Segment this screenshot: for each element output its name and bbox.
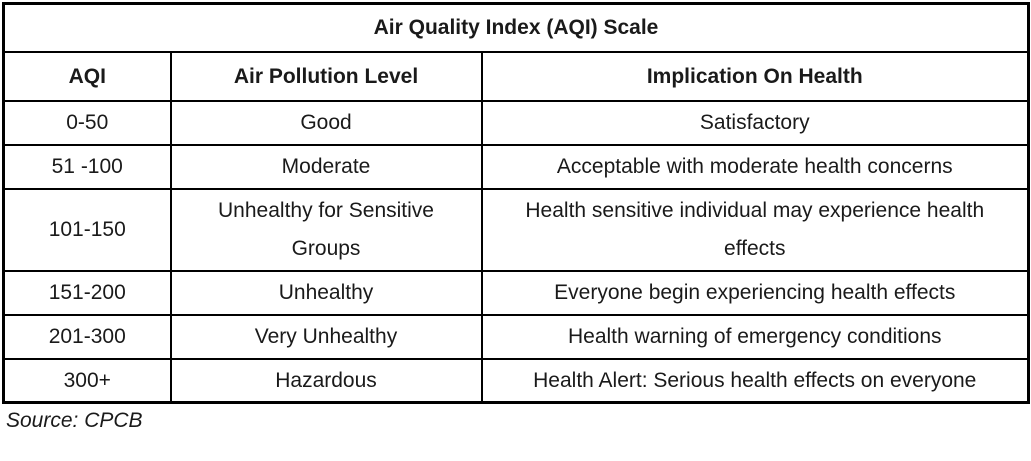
cell-pollution-level: Hazardous <box>169 357 483 404</box>
cell-pollution-level: Good <box>169 100 483 146</box>
cell-aqi-range: 201-300 <box>2 313 172 360</box>
cell-health-implication: Health Alert: Serious health effects on … <box>480 357 1030 404</box>
table-row: 151-200 Unhealthy Everyone begin experie… <box>2 269 1030 316</box>
cell-health-implication: Everyone begin experiencing health effec… <box>480 269 1030 316</box>
cell-pollution-level: Unhealthy <box>169 269 483 316</box>
cell-aqi-range: 151-200 <box>2 269 172 316</box>
table-row: 0-50 Good Satisfactory <box>2 100 1030 146</box>
cell-health-implication: Health sensitive individual may experien… <box>480 188 1030 272</box>
cell-aqi-range: 51 -100 <box>2 144 172 190</box>
table-row: 201-300 Very Unhealthy Health warning of… <box>2 313 1030 360</box>
column-header-pollution-level: Air Pollution Level <box>169 51 483 102</box>
cell-pollution-level: Unhealthy for Sensitive Groups <box>169 188 483 272</box>
cell-pollution-level: Very Unhealthy <box>169 313 483 360</box>
table-title: Air Quality Index (AQI) Scale <box>2 2 1030 53</box>
table-header-row: AQI Air Pollution Level Implication On H… <box>2 51 1030 102</box>
column-header-health-implication: Implication On Health <box>480 51 1030 102</box>
table-row: 300+ Hazardous Health Alert: Serious hea… <box>2 357 1030 404</box>
cell-aqi-range: 101-150 <box>2 188 172 272</box>
table-row: 51 -100 Moderate Acceptable with moderat… <box>2 144 1030 190</box>
source-attribution: Source: CPCB <box>6 409 143 433</box>
cell-health-implication: Health warning of emergency conditions <box>480 313 1030 360</box>
column-header-aqi: AQI <box>2 51 172 102</box>
table-row: 101-150 Unhealthy for Sensitive Groups H… <box>2 188 1030 272</box>
cell-pollution-level: Moderate <box>169 144 483 190</box>
cell-health-implication: Acceptable with moderate health concerns <box>480 144 1030 190</box>
cell-health-implication: Satisfactory <box>480 100 1030 146</box>
aqi-scale-table: Air Quality Index (AQI) Scale AQI Air Po… <box>2 2 1031 405</box>
table-title-row: Air Quality Index (AQI) Scale <box>2 2 1030 53</box>
cell-aqi-range: 0-50 <box>2 100 172 146</box>
cell-aqi-range: 300+ <box>2 357 172 404</box>
